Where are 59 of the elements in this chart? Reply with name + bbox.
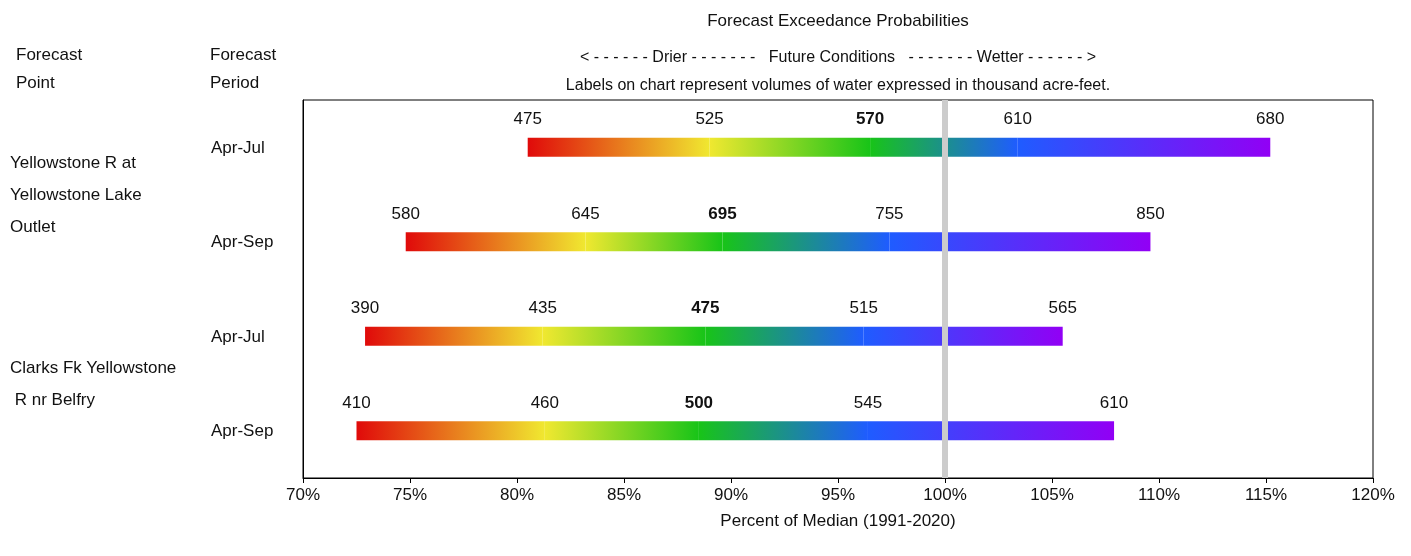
bar	[889, 232, 1151, 252]
bar	[705, 326, 864, 346]
annotation: 695	[708, 203, 737, 223]
annotation: 545	[853, 392, 883, 412]
x-tick-label: 110%	[1137, 485, 1181, 504]
bar	[542, 326, 706, 346]
annotation: 645	[571, 203, 600, 223]
bar	[356, 421, 545, 441]
annotation: 570	[855, 109, 885, 129]
bar	[709, 137, 871, 157]
text: Forecast Point	[16, 44, 87, 92]
x-tick-label: 85%	[606, 485, 642, 504]
chart-subtitle: < - - - - - - Drier - - - - - - - Future Conditions - - - - - - - Wetter - - - - - - >	[579, 47, 1097, 65]
x-tick-label: 80%	[499, 485, 535, 504]
bar	[544, 421, 699, 441]
bar	[527, 137, 710, 157]
y-tick-label: Apr-Jul	[211, 137, 265, 157]
bar	[405, 232, 586, 252]
annotation: 390	[350, 298, 380, 318]
bar	[1017, 137, 1271, 157]
x-tick-label: 95%	[820, 485, 856, 504]
x-axis-title: Percent of Median (1991-2020)	[720, 511, 956, 530]
x-tick-label: 100%	[923, 485, 967, 504]
bar	[698, 421, 868, 441]
annotation: 610	[1003, 109, 1032, 129]
annotation: 525	[695, 109, 724, 129]
annotation: 850	[1136, 203, 1165, 223]
annotation: 565	[1048, 298, 1077, 318]
bar	[722, 232, 890, 252]
x-tick-label: 70%	[285, 485, 321, 504]
x-tick-label: 105%	[1030, 485, 1074, 504]
annotation: 500	[684, 392, 714, 412]
annotation: 580	[391, 203, 420, 223]
y-tick-label: Apr-Sep	[211, 421, 274, 441]
text: Clarks Fk Yellowstone R nr Belfry	[10, 358, 177, 409]
bar	[585, 232, 723, 252]
annotation: 410	[342, 392, 371, 412]
x-tick-label: 75%	[392, 485, 428, 504]
text: Labels on chart represent volumes of water expressed in thousand acre-feet.	[565, 75, 1111, 93]
annotation: 610	[1099, 392, 1129, 412]
text: Yellowstone R at Yellowstone Lake Outlet	[10, 153, 147, 236]
y-axis-title: Forecast Period	[210, 44, 281, 92]
x-tick-label: 115%	[1244, 485, 1288, 504]
bar	[863, 326, 1063, 346]
annotation: 460	[530, 392, 560, 412]
bar	[870, 137, 1018, 157]
annotation: 680	[1256, 109, 1285, 129]
annotation: 755	[875, 203, 904, 223]
bar	[867, 421, 1115, 441]
annotation: 475	[513, 109, 542, 129]
x-tick-label: 90%	[713, 485, 749, 504]
x-tick-label: 120%	[1351, 485, 1395, 504]
bar	[365, 326, 543, 346]
annotation: 435	[528, 298, 557, 318]
annotation: 515	[849, 298, 878, 318]
chart-title: Forecast Exceedance Probabilities	[707, 11, 969, 30]
y-tick-label: Apr-Jul	[211, 326, 265, 346]
y-tick-label: Apr-Sep	[211, 232, 274, 252]
annotation: 475	[691, 298, 720, 318]
